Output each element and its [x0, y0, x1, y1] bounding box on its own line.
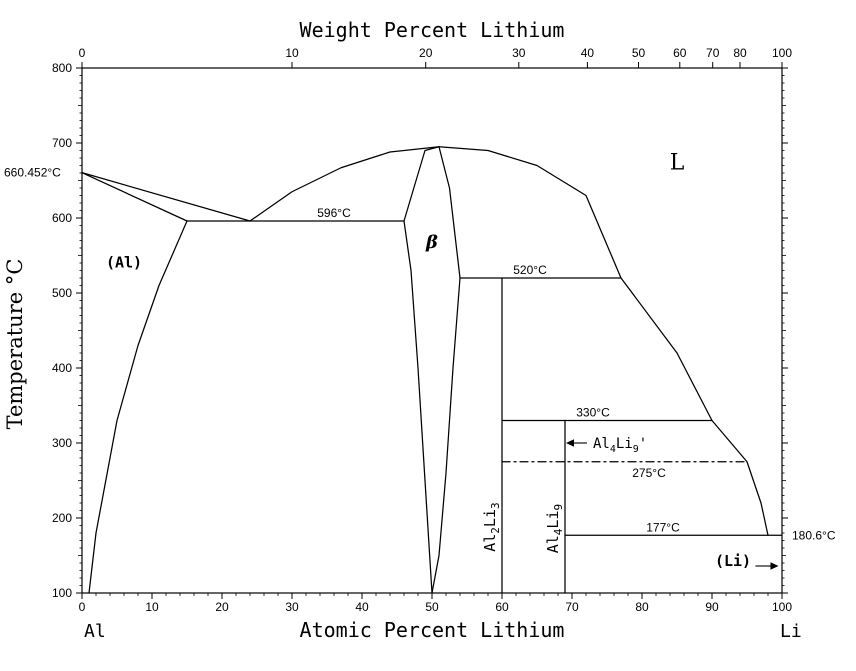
- x-tick-label-0: 0: [79, 600, 86, 614]
- top-tick-label-8: 80: [733, 46, 747, 60]
- y-tick-label-5: 600: [52, 211, 72, 225]
- y-tick-label-7: 800: [52, 61, 72, 75]
- phase-boundary-0: [81, 172, 251, 222]
- y-tick-label-4: 500: [52, 286, 72, 300]
- phase-label-0: L: [670, 150, 685, 175]
- phase-boundary-8: [438, 146, 461, 279]
- top-tick-label-1: 10: [285, 46, 299, 60]
- top-tick-label-2: 20: [419, 46, 433, 60]
- phase-boundary-6: [403, 220, 433, 594]
- x-axis-left-end-label: Al: [84, 621, 106, 642]
- y-axis-label: Temperature °C: [3, 259, 27, 430]
- plot-frame: [81, 67, 783, 594]
- top-tick-label-7: 70: [706, 46, 720, 60]
- x-tick-label-2: 20: [215, 600, 229, 614]
- phase-boundary-5: [438, 146, 769, 536]
- phase-boundary-9: [431, 277, 461, 594]
- x-tick-label-3: 30: [285, 600, 299, 614]
- phase-label-3: (Li): [715, 552, 751, 570]
- temperature-label-3: 330°C: [576, 406, 610, 420]
- x-tick-label-6: 60: [495, 600, 509, 614]
- phase-boundary-1: [81, 172, 188, 222]
- top-tick-label-0: 0: [79, 46, 86, 60]
- y-tick-label-0: 100: [52, 586, 72, 600]
- arrow-head-0: [770, 562, 779, 570]
- plot-layer: [81, 146, 783, 594]
- temperature-label-2: 520°C: [513, 263, 547, 277]
- arrow-label-head-0: [566, 439, 574, 447]
- x-tick-label-5: 50: [425, 600, 439, 614]
- phase-boundary-7: [403, 146, 440, 222]
- phase-label-1: (Al): [106, 254, 142, 272]
- temperature-label-6: 180.6°C: [792, 528, 836, 542]
- compound-label-1: Al4Li9: [544, 504, 565, 553]
- text-layer: 0 10 20 30 40 50 60 70 80 90 100 0 10 20 30 40 50 60 70 80 1…: [4, 46, 836, 614]
- y-tick-label-1: 200: [52, 511, 72, 525]
- x-tick-label-8: 80: [635, 600, 649, 614]
- x-tick-label-7: 70: [565, 600, 579, 614]
- axes-layer: [76, 62, 788, 599]
- top-tick-label-5: 50: [632, 46, 646, 60]
- top-axis-label: Weight Percent Lithium: [300, 18, 565, 42]
- x-axis-label: Atomic Percent Lithium: [300, 618, 565, 642]
- x-axis-right-end-label: Li: [780, 621, 802, 642]
- y-tick-label-3: 400: [52, 361, 72, 375]
- temperature-label-0: 660.452°C: [4, 166, 61, 180]
- x-tick-label-9: 90: [705, 600, 719, 614]
- top-tick-label-4: 40: [581, 46, 595, 60]
- top-tick-label-3: 30: [512, 46, 526, 60]
- temperature-label-4: 275°C: [632, 466, 666, 480]
- temperature-label-1: 596°C: [317, 206, 351, 220]
- x-tick-label-1: 10: [145, 600, 159, 614]
- phase-boundary-2: [88, 220, 188, 594]
- top-tick-label-6: 60: [673, 46, 687, 60]
- temperature-label-5: 177°C: [646, 520, 680, 534]
- arrow-label-0: Al4Li9': [593, 436, 647, 455]
- y-tick-label-6: 700: [52, 136, 72, 150]
- y-tick-label-2: 300: [52, 436, 72, 450]
- x-tick-label-10: 100: [772, 600, 792, 614]
- phase-boundary-4: [249, 146, 440, 222]
- x-tick-label-4: 40: [355, 600, 369, 614]
- compound-label-0: Al2Li3: [481, 502, 502, 551]
- phase-label-2: β: [425, 232, 438, 253]
- top-tick-label-9: 100: [772, 46, 792, 60]
